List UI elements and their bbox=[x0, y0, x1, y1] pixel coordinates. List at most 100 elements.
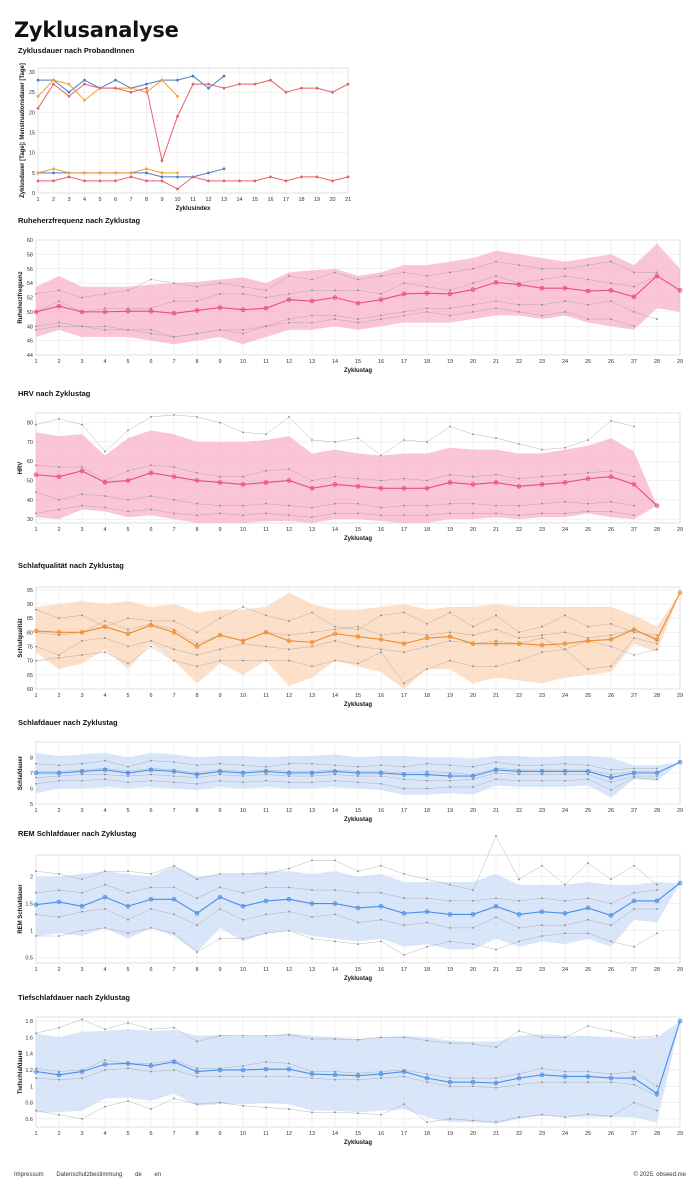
series-point bbox=[315, 175, 319, 179]
individual-point bbox=[564, 614, 566, 617]
mean-point bbox=[148, 308, 154, 314]
individual-point bbox=[242, 1104, 244, 1107]
individual-point bbox=[288, 468, 290, 470]
mean-point bbox=[102, 1061, 108, 1067]
y-axis-label: Schlafqualität bbox=[18, 618, 24, 657]
series-point bbox=[129, 171, 133, 175]
x-tick-label: 28 bbox=[654, 359, 660, 365]
x-tick-label: 21 bbox=[493, 967, 499, 973]
individual-point bbox=[219, 475, 221, 478]
x-tick-label: 13 bbox=[309, 1131, 315, 1137]
series-point bbox=[238, 179, 241, 183]
footer: Impressum Datenschutzbestimmung de en © … bbox=[14, 1172, 686, 1178]
mean-point bbox=[332, 1072, 338, 1078]
mean-point bbox=[424, 290, 430, 296]
individual-point bbox=[426, 1039, 428, 1042]
x-tick-label: 28 bbox=[654, 808, 660, 814]
individual-point bbox=[58, 1026, 60, 1029]
mean-point bbox=[286, 1066, 292, 1072]
individual-point bbox=[196, 502, 198, 505]
x-tick-label: 26 bbox=[608, 527, 614, 533]
individual-point bbox=[219, 293, 221, 295]
individual-point bbox=[541, 1067, 543, 1070]
x-tick-label: 16 bbox=[378, 967, 384, 973]
mean-point bbox=[217, 894, 223, 900]
series-point bbox=[36, 171, 40, 175]
series-point bbox=[207, 86, 210, 90]
individual-point bbox=[656, 767, 658, 770]
x-tick-label: 18 bbox=[298, 197, 304, 203]
individual-point bbox=[150, 639, 152, 642]
x-tick-label: 26 bbox=[608, 808, 614, 814]
individual-point bbox=[587, 625, 589, 628]
individual-point bbox=[242, 1075, 244, 1078]
mean-point bbox=[608, 1075, 614, 1081]
individual-point bbox=[173, 648, 175, 651]
individual-point bbox=[219, 937, 221, 940]
individual-point bbox=[426, 645, 428, 648]
individual-point bbox=[610, 789, 612, 791]
chart-svg: 1 2 3 4 5 6 7 8 9 10 11 12 13 14 15 16 17 18 19 20 21 22 23 24 2… bbox=[18, 835, 683, 982]
mean-point bbox=[33, 309, 39, 315]
series-point bbox=[114, 171, 117, 175]
individual-point bbox=[564, 883, 566, 886]
individual-point bbox=[35, 1032, 37, 1035]
individual-point bbox=[587, 471, 589, 474]
y-tick-label: 2 bbox=[30, 875, 33, 881]
mean-point bbox=[33, 1069, 39, 1074]
x-tick-label: 11 bbox=[263, 1131, 269, 1137]
individual-point bbox=[242, 775, 244, 777]
footer-link-lang-en[interactable]: en bbox=[154, 1172, 162, 1178]
individual-point bbox=[242, 285, 244, 288]
series-point bbox=[98, 171, 102, 175]
x-tick-label: 5 bbox=[126, 693, 129, 699]
chart-title: Ruheherzfrequenz nach Zyklustag bbox=[18, 216, 141, 225]
mean-point bbox=[585, 288, 591, 294]
mean-point bbox=[125, 631, 131, 637]
individual-point bbox=[35, 935, 37, 937]
x-tick-label: 1 bbox=[36, 197, 39, 203]
individual-point bbox=[380, 293, 382, 295]
mean-point bbox=[654, 503, 660, 508]
mean-point bbox=[562, 769, 568, 774]
individual-point bbox=[449, 883, 451, 886]
mean-point bbox=[608, 775, 614, 780]
x-tick-label: 2 bbox=[57, 359, 60, 365]
footer-link-impressum[interactable]: Impressum bbox=[14, 1172, 44, 1178]
individual-point bbox=[449, 1042, 451, 1044]
x-tick-label: 25 bbox=[585, 527, 591, 533]
individual-point bbox=[196, 764, 198, 767]
mean-point bbox=[33, 628, 39, 634]
mean-point bbox=[171, 769, 177, 774]
confidence-band bbox=[36, 592, 680, 689]
individual-point bbox=[35, 1109, 37, 1112]
x-tick-label: 15 bbox=[355, 967, 361, 973]
individual-point bbox=[219, 1034, 221, 1037]
footer-link-lang-de[interactable]: de bbox=[135, 1172, 142, 1178]
y-tick-label: 0.6 bbox=[25, 1117, 33, 1123]
individual-point bbox=[472, 1042, 474, 1045]
series-point bbox=[83, 171, 86, 175]
mean-point bbox=[539, 769, 545, 774]
individual-point bbox=[426, 762, 428, 765]
footer-link-datenschutz[interactable]: Datenschutzbestimmung bbox=[56, 1172, 123, 1178]
individual-point bbox=[104, 637, 106, 639]
individual-point bbox=[541, 924, 543, 927]
individual-point bbox=[403, 651, 405, 654]
individual-point bbox=[380, 454, 382, 457]
individual-point bbox=[127, 498, 129, 501]
series-point bbox=[36, 106, 40, 110]
individual-line bbox=[35, 620, 658, 644]
individual-point bbox=[127, 617, 129, 620]
individual-point bbox=[104, 778, 106, 781]
x-tick-label: 11 bbox=[263, 527, 269, 533]
individual-point bbox=[380, 614, 382, 617]
mean-point bbox=[677, 880, 683, 886]
individual-point bbox=[288, 504, 290, 507]
individual-point bbox=[104, 1105, 106, 1108]
individual-point bbox=[564, 512, 566, 515]
x-tick-label: 2 bbox=[52, 197, 55, 203]
individual-point bbox=[518, 764, 520, 767]
series-point bbox=[284, 179, 288, 183]
individual-point bbox=[334, 475, 336, 478]
